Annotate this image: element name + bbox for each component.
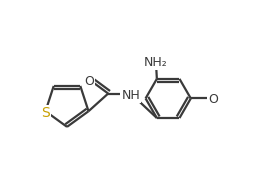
Text: NH: NH [121, 88, 140, 102]
Text: S: S [41, 106, 50, 120]
Text: O: O [209, 93, 218, 106]
Text: NH₂: NH₂ [144, 56, 168, 69]
Text: O: O [85, 75, 94, 88]
